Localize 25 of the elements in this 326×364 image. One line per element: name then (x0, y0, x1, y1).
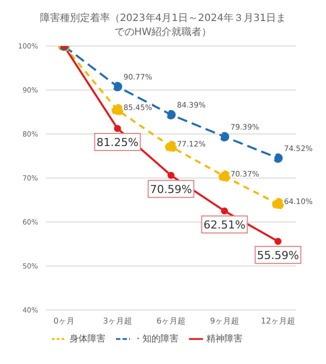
legend-label: 身体障害 (70, 334, 106, 344)
point (272, 198, 284, 210)
legend-label: ・知的障害 (134, 334, 178, 344)
x-tick-label: 9ヶ月超 (210, 316, 240, 326)
data-label: 55.59% (257, 248, 299, 262)
x-tick-label: 12ヶ月超 (260, 316, 296, 326)
legend-label: 精神障害 (206, 334, 242, 344)
point (165, 140, 177, 153)
x-tick-label: 6ヶ月超 (156, 316, 186, 326)
data-label: 70.59% (150, 182, 192, 196)
chart-title: 障害種別定着率（2023年4月1日～2024年３月31日までのHW紹介就職者） (38, 12, 288, 40)
x-tick-label: 0ヶ月 (53, 316, 75, 326)
point (221, 207, 228, 214)
point (218, 170, 230, 182)
data-label: 62.51% (204, 218, 246, 232)
data-label: 81.25% (96, 136, 138, 149)
point (273, 153, 283, 163)
point (274, 238, 282, 245)
point (112, 104, 124, 116)
point (166, 110, 176, 120)
point (112, 82, 122, 92)
point (168, 172, 174, 179)
point (220, 132, 230, 142)
point (114, 125, 121, 132)
x-tick-label: 3ヶ月超 (102, 316, 132, 326)
